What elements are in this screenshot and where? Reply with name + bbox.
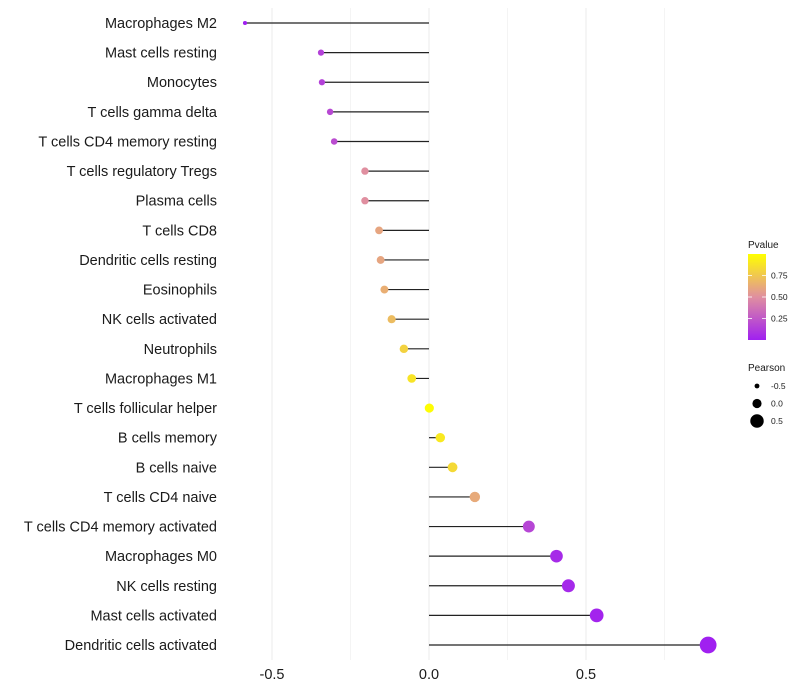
legend: Pvalue 0.25 0.50 0.75 Pearson -0.5 0.0 0.5	[748, 240, 788, 428]
y-tick-label: Mast cells resting	[105, 46, 217, 62]
lollipop-point	[407, 374, 417, 383]
lollipop-point	[469, 491, 481, 503]
y-tick-label: NK cells resting	[116, 579, 217, 595]
y-tick-label: T cells CD4 memory resting	[38, 134, 217, 150]
color-tick-label: 0.50	[771, 292, 788, 302]
lollipop-point	[447, 462, 458, 473]
y-tick-label: T cells CD4 naive	[104, 490, 217, 506]
y-tick-label: Dendritic cells resting	[79, 253, 217, 269]
size-legend-entries: -0.5 0.0 0.5	[750, 381, 786, 428]
lollipop-point	[387, 315, 396, 324]
x-tick-label: -0.5	[260, 667, 285, 683]
y-tick-label: Dendritic cells activated	[65, 638, 217, 654]
y-tick-label: Monocytes	[147, 75, 217, 91]
color-legend-bar	[748, 254, 766, 340]
lollipop-point	[561, 579, 575, 593]
lollipop-point	[361, 167, 369, 175]
y-tick-label: Mast cells activated	[90, 608, 217, 624]
y-tick-label: Plasma cells	[136, 194, 217, 210]
x-axis-ticks: -0.5 0.0 0.5	[260, 667, 597, 683]
grid-layer	[271, 8, 665, 660]
y-tick-label: B cells memory	[118, 431, 218, 447]
x-tick-label: 0.0	[419, 667, 439, 683]
size-legend-dot	[752, 398, 762, 409]
lollipop-point	[330, 138, 338, 145]
color-tick-label: 0.75	[771, 271, 788, 281]
lollipop-point	[375, 226, 383, 235]
lollipop-point	[361, 197, 369, 205]
lollipop-point	[317, 49, 325, 56]
y-tick-label: Macrophages M0	[105, 549, 217, 565]
size-legend-title: Pearson	[748, 363, 785, 374]
size-legend-label: -0.5	[771, 381, 786, 391]
lollipop-point	[522, 520, 535, 533]
size-legend-label: 0.5	[771, 416, 783, 426]
y-tick-label: T cells gamma delta	[88, 105, 218, 121]
y-axis-labels: Macrophages M2 Mast cells resting Monocyte…	[24, 16, 218, 654]
y-tick-label: T cells CD4 memory activated	[24, 520, 217, 536]
y-tick-label: T cells regulatory Tregs	[67, 164, 217, 180]
lollipop-point	[424, 403, 434, 413]
y-tick-label: Eosinophils	[143, 283, 217, 299]
color-legend-title: Pvalue	[748, 240, 779, 251]
y-tick-label: Neutrophils	[144, 342, 217, 358]
y-tick-label: B cells naive	[136, 460, 217, 476]
lollipop-point	[589, 608, 604, 623]
x-tick-label: 0.5	[576, 667, 596, 683]
lollipop-point	[376, 256, 385, 264]
segment-layer	[244, 22, 709, 646]
size-legend-dot	[754, 383, 760, 389]
lollipop-point	[380, 285, 389, 294]
lollipop-point	[550, 549, 563, 563]
lollipop-point	[699, 636, 717, 654]
point-layer	[242, 20, 717, 654]
y-tick-label: T cells CD8	[142, 223, 217, 239]
color-legend-ticks: 0.25 0.50 0.75	[748, 271, 788, 324]
color-tick-label: 0.25	[771, 314, 788, 324]
y-tick-label: NK cells activated	[102, 312, 217, 328]
y-tick-label: Macrophages M2	[105, 16, 217, 32]
lollipop-point	[318, 79, 326, 86]
size-legend-dot	[750, 414, 764, 428]
size-legend-label: 0.0	[771, 399, 783, 409]
lollipop-point	[326, 108, 334, 116]
lollipop-point	[399, 344, 409, 354]
y-tick-label: T cells follicular helper	[74, 401, 217, 417]
y-tick-label: Macrophages M1	[105, 371, 217, 387]
lollipop-point	[435, 432, 446, 443]
lollipop-point	[242, 20, 248, 26]
